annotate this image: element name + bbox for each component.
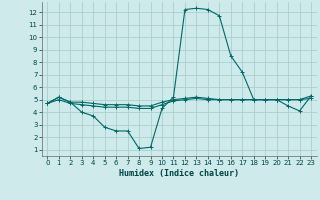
X-axis label: Humidex (Indice chaleur): Humidex (Indice chaleur) <box>119 169 239 178</box>
